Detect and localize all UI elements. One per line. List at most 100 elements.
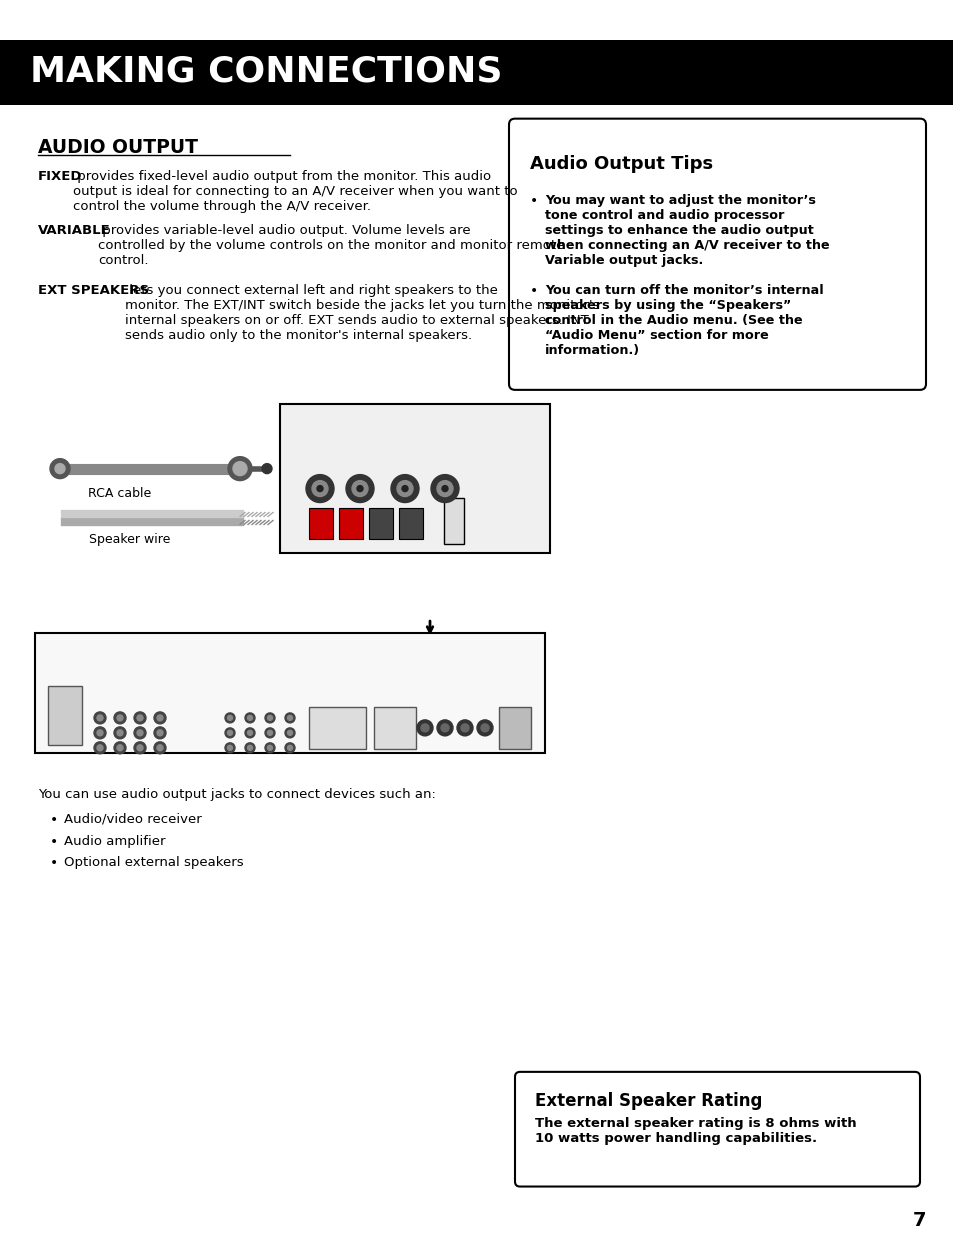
FancyBboxPatch shape [338,508,363,540]
Circle shape [157,715,163,721]
Circle shape [137,745,143,751]
Circle shape [346,474,374,503]
FancyBboxPatch shape [48,685,82,745]
Circle shape [227,745,233,751]
Circle shape [113,742,126,753]
Text: You may want to adjust the monitor’s
tone control and audio processor
settings t: You may want to adjust the monitor’s ton… [544,194,829,268]
Circle shape [94,742,106,753]
Circle shape [436,720,453,736]
Text: lets you connect external left and right speakers to the
monitor. The EXT/INT sw: lets you connect external left and right… [125,284,598,342]
FancyBboxPatch shape [443,498,463,545]
Circle shape [225,742,234,753]
FancyBboxPatch shape [509,119,925,390]
Circle shape [247,730,253,735]
Circle shape [245,742,254,753]
Text: You can turn off the monitor’s internal
speakers by using the “Speakers”
control: You can turn off the monitor’s internal … [544,284,822,357]
Circle shape [396,480,413,496]
Circle shape [265,742,274,753]
Text: 7: 7 [912,1212,925,1230]
Circle shape [97,745,103,751]
Circle shape [441,485,448,492]
Circle shape [456,720,473,736]
Circle shape [460,724,469,732]
Circle shape [94,711,106,724]
Circle shape [285,742,294,753]
Circle shape [352,480,368,496]
Text: The external speaker rating is 8 ohms with
10 watts power handling capabilities.: The external speaker rating is 8 ohms wi… [535,1116,856,1145]
Circle shape [262,463,272,473]
Circle shape [285,713,294,722]
Circle shape [265,727,274,737]
Circle shape [117,730,123,736]
Text: Optional external speakers: Optional external speakers [64,857,243,869]
Circle shape [267,730,273,735]
Circle shape [153,727,166,739]
Circle shape [227,715,233,720]
Circle shape [225,727,234,737]
FancyBboxPatch shape [369,508,393,540]
FancyBboxPatch shape [398,508,422,540]
Text: Speaker wire: Speaker wire [90,534,171,546]
Circle shape [94,727,106,739]
Circle shape [436,480,453,496]
Circle shape [55,463,65,473]
Circle shape [431,474,458,503]
Circle shape [245,727,254,737]
Text: AUDIO OUTPUT: AUDIO OUTPUT [38,137,198,157]
FancyBboxPatch shape [0,40,953,105]
Circle shape [133,727,146,739]
Circle shape [225,713,234,722]
FancyBboxPatch shape [309,706,366,748]
Circle shape [247,715,253,720]
Circle shape [157,730,163,736]
Circle shape [267,745,273,751]
Circle shape [97,730,103,736]
Text: MAKING CONNECTIONS: MAKING CONNECTIONS [30,54,502,89]
FancyBboxPatch shape [309,508,333,540]
Circle shape [285,727,294,737]
Circle shape [265,713,274,722]
Text: Audio/video receiver: Audio/video receiver [64,813,201,826]
Circle shape [117,715,123,721]
Circle shape [157,745,163,751]
Circle shape [153,742,166,753]
Circle shape [267,715,273,720]
Circle shape [153,711,166,724]
Circle shape [391,474,418,503]
Text: EXT SPEAKERS: EXT SPEAKERS [38,284,149,298]
Text: You can use audio output jacks to connect devices such an:: You can use audio output jacks to connec… [38,788,436,800]
Circle shape [287,730,293,735]
Text: FIXED: FIXED [38,169,82,183]
Circle shape [133,742,146,753]
Circle shape [137,730,143,736]
Circle shape [480,724,489,732]
FancyBboxPatch shape [515,1072,919,1187]
FancyBboxPatch shape [280,404,550,553]
Circle shape [137,715,143,721]
Text: provides fixed-level audio output from the monitor. This audio
output is ideal f: provides fixed-level audio output from t… [73,169,517,212]
Circle shape [97,715,103,721]
FancyBboxPatch shape [374,706,416,748]
Circle shape [113,711,126,724]
Circle shape [50,458,70,479]
Text: provides variable-level audio output. Volume levels are
controlled by the volume: provides variable-level audio output. Vo… [98,225,564,267]
Circle shape [233,462,247,475]
Circle shape [356,485,363,492]
Circle shape [287,745,293,751]
Circle shape [416,720,433,736]
Text: •: • [530,194,537,209]
Circle shape [401,485,408,492]
Circle shape [306,474,334,503]
Circle shape [312,480,328,496]
Circle shape [287,715,293,720]
Text: External Speaker Rating: External Speaker Rating [535,1092,761,1110]
Circle shape [247,745,253,751]
Circle shape [440,724,449,732]
Text: RCA cable: RCA cable [89,487,152,500]
Circle shape [316,485,323,492]
Text: Audio Output Tips: Audio Output Tips [530,154,713,173]
Text: •: • [50,813,58,826]
Circle shape [227,730,233,735]
FancyBboxPatch shape [35,634,544,753]
Circle shape [476,720,493,736]
